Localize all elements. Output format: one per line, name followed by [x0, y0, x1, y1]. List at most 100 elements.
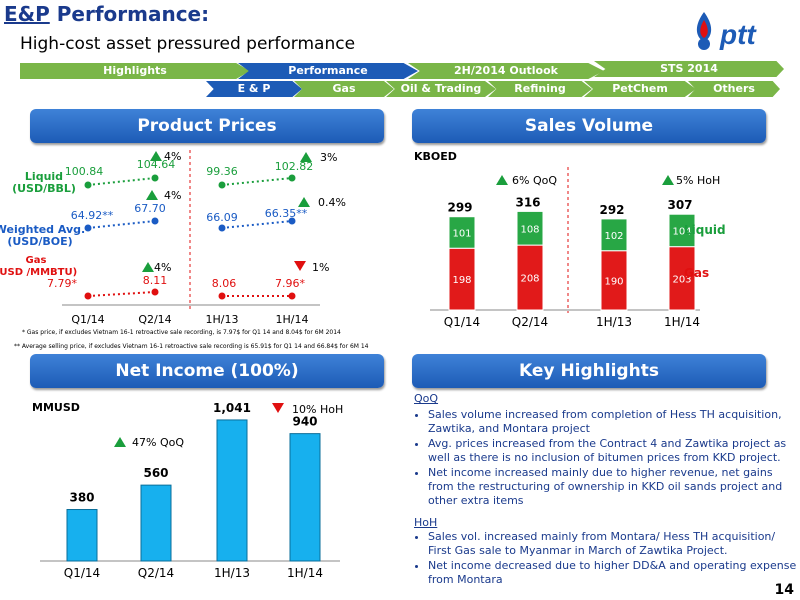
subnav-gas[interactable]: Gas	[294, 81, 394, 97]
subnav-oil-trading[interactable]: Oil & Trading	[386, 81, 496, 97]
x-tick-label: 1H/13	[596, 315, 632, 329]
hoh-list: Sales vol. increased mainly from Montara…	[414, 530, 798, 588]
liquid-value: 100.84	[65, 165, 104, 178]
up-arrow-icon	[142, 262, 154, 272]
x-tick-label: Q2/14	[138, 313, 171, 326]
liquid-bar	[600, 218, 628, 252]
legend-gas: Gas	[684, 266, 709, 280]
page-title: E&P Performance:	[4, 2, 210, 26]
liquid-point	[151, 174, 159, 182]
product-prices-heading: Product Prices	[30, 109, 384, 143]
nav-performance[interactable]: Performance	[238, 63, 418, 79]
qoq-heading: QoQ	[414, 392, 439, 405]
liquid-change-h: 3%	[320, 151, 337, 164]
liquid-value: 102.82	[275, 160, 314, 173]
gas-value: 8.06	[212, 277, 237, 290]
sales-volume-unit: KBOED	[414, 150, 457, 163]
weighted-label: Weighted Avg.	[0, 223, 85, 236]
up-arrow-icon	[662, 175, 674, 185]
hoh-item: Sales vol. increased mainly from Montara…	[428, 530, 798, 558]
liquid-line-h	[221, 177, 293, 186]
net-income-unit: MMUSD	[32, 401, 80, 414]
liquid-bar	[448, 216, 476, 249]
nav-sts[interactable]: STS 2014	[594, 61, 784, 77]
gas-value-label: 203	[672, 274, 691, 285]
x-tick-label: 1H/14	[664, 315, 700, 329]
liquid-point	[288, 174, 296, 182]
liquid-value-label: 108	[520, 224, 539, 235]
x-tick-label: 1H/13	[214, 566, 250, 580]
liquid-bar	[516, 210, 544, 246]
net-income-change-h: 10% HoH	[292, 403, 343, 416]
net-income-value-label: 380	[69, 491, 94, 505]
liquid-value: 104.64	[137, 158, 176, 171]
liquid-point	[218, 181, 226, 189]
liquid-value: 99.36	[206, 165, 238, 178]
liquid-point	[84, 181, 92, 189]
up-arrow-icon	[114, 437, 126, 447]
sales-volume-change-h: 5% HoH	[676, 174, 720, 187]
qoq-item: Sales volume increased from completion o…	[428, 408, 798, 436]
gas-value: 7.79*	[47, 277, 77, 290]
subnav-ep[interactable]: E & P	[206, 81, 302, 97]
total-value-label: 307	[667, 198, 692, 212]
gas-bar	[600, 250, 628, 311]
weighted-point	[288, 217, 296, 225]
x-tick-label: 1H/13	[206, 313, 239, 326]
footnote-gas: * Gas price, if excludes Vietnam 16-1 re…	[22, 329, 341, 336]
total-value-label: 316	[515, 195, 540, 209]
subnav-refining[interactable]: Refining	[488, 81, 592, 97]
down-arrow-icon	[272, 403, 284, 413]
net-income-value-label: 560	[143, 466, 168, 480]
x-tick-label: 1H/14	[276, 313, 309, 326]
gas-point	[84, 292, 92, 300]
subnav-petchem[interactable]: PetChem	[584, 81, 696, 97]
liquid-value-label: 102	[604, 231, 623, 242]
gas-point	[288, 292, 296, 300]
sales-volume-change-q: 6% QoQ	[512, 174, 557, 187]
sales-volume-heading: Sales Volume	[412, 109, 766, 143]
gas-line-q	[87, 291, 156, 297]
gas-value: 8.11	[143, 274, 168, 287]
weighted-unit: (USD/BOE)	[7, 235, 72, 248]
nav-outlook[interactable]: 2H/2014 Outlook	[408, 63, 604, 79]
net-income-value-label: 940	[292, 415, 317, 429]
weighted-value: 64.92**	[71, 209, 114, 222]
gas-label: Gas	[26, 255, 47, 266]
net-income-bar	[66, 509, 98, 562]
net-income-bar	[140, 484, 172, 562]
nav-highlights[interactable]: Highlights	[20, 63, 250, 79]
up-arrow-icon	[146, 190, 158, 200]
total-value-label: 292	[599, 203, 624, 217]
key-highlights-heading: Key Highlights	[412, 354, 766, 388]
gas-unit: (USD /MMBTU)	[0, 267, 77, 278]
total-value-label: 299	[447, 201, 472, 215]
weighted-point	[84, 224, 92, 232]
up-arrow-icon	[300, 152, 312, 162]
up-arrow-icon	[298, 197, 310, 207]
qoq-item: Avg. prices increased from the Contract …	[428, 437, 798, 465]
page-subtitle: High-cost asset pressured performance	[20, 34, 356, 54]
liquid-unit: (USD/BBL)	[12, 182, 76, 195]
gas-value: 7.96*	[275, 277, 305, 290]
qoq-item: Net income increased mainly due to highe…	[428, 466, 798, 508]
up-arrow-icon	[496, 175, 508, 185]
gas-change-h: 1%	[312, 261, 329, 274]
net-income-bar	[289, 433, 321, 562]
gas-value-label: 198	[452, 275, 471, 286]
qoq-list: Sales volume increased from completion o…	[414, 408, 798, 509]
net-income-bar	[216, 419, 248, 562]
x-tick-label: Q1/14	[71, 313, 104, 326]
x-tick-label: 1H/14	[287, 566, 323, 580]
gas-bar	[516, 244, 544, 311]
subnav-others[interactable]: Others	[688, 81, 780, 97]
liquid-bar	[668, 213, 696, 248]
x-tick-label: Q1/14	[64, 566, 100, 580]
hoh-heading: HoH	[414, 516, 438, 529]
product-prices-chart: Liquid (USD/BBL) Weighted Avg. (USD/BOE)…	[0, 150, 346, 326]
x-tick-label: Q1/14	[444, 315, 480, 329]
gas-bar	[668, 246, 696, 311]
gas-change-q: 4%	[154, 261, 171, 274]
gas-bar	[448, 247, 476, 311]
sales-volume-chart: KBOED 6% QoQ 5% HoH 198 101 299 Q1/14 208 108…	[414, 150, 726, 329]
